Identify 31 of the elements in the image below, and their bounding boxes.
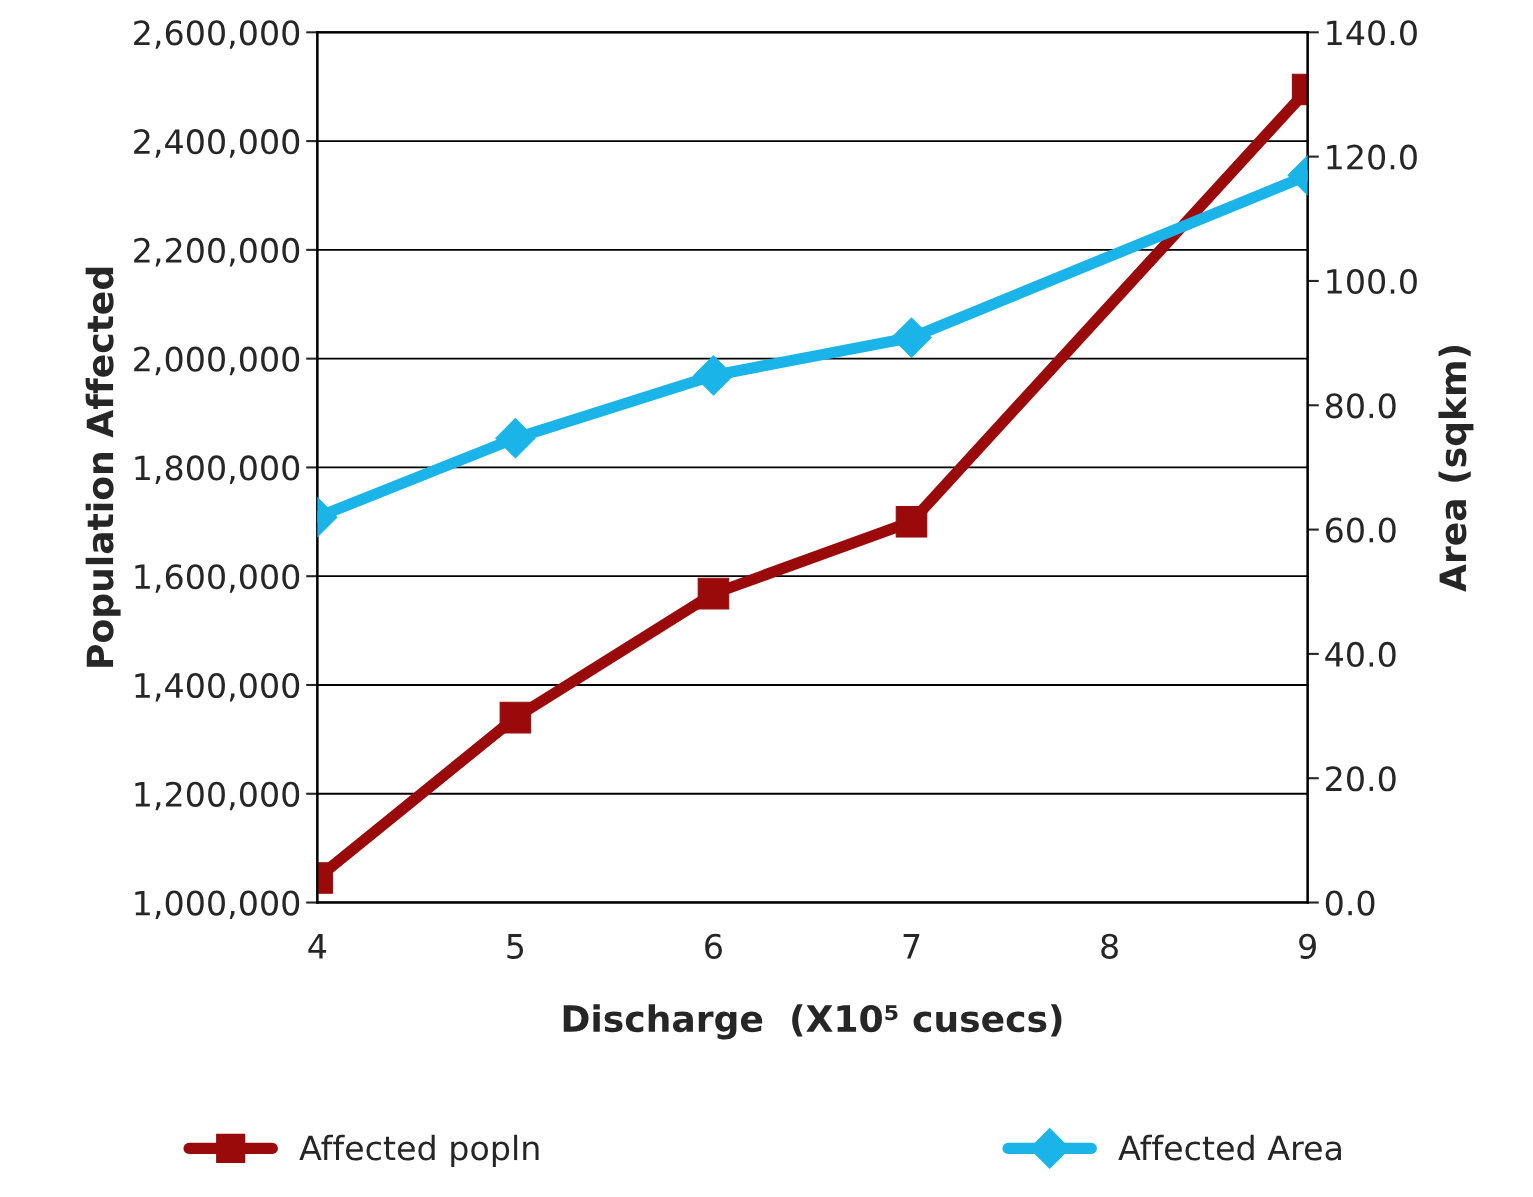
point: [891, 317, 932, 358]
x-tick-label: 5: [507, 934, 524, 959]
y2-tick-label: 60.0: [1325, 517, 1396, 543]
y2-tick-label: 40.0: [1325, 641, 1396, 668]
x-tick-label: 6: [705, 933, 722, 959]
y2-tick-label: 100.0: [1327, 268, 1417, 295]
y2-tick-label: 80.0: [1325, 393, 1396, 419]
y-tick-label: 2,400,000: [134, 129, 300, 158]
point: [495, 418, 536, 459]
y-tick-label: 2,600,000: [134, 20, 300, 49]
y2-axis-title: Area (sqkm): [1438, 345, 1474, 592]
y-tick-label: 1,000,000: [135, 890, 300, 920]
x-tick-label: 4: [308, 934, 327, 959]
y-tick-label: 1,400,000: [135, 672, 300, 702]
y-tick-label: 1,200,000: [135, 781, 300, 811]
legend-label: Affected popln: [299, 1134, 539, 1167]
x-tick-label: 7: [903, 934, 920, 959]
y-tick-label: 2,200,000: [134, 237, 300, 267]
legend-label: Affected Area: [1118, 1134, 1341, 1161]
y2-tick-label: 0.0: [1325, 890, 1375, 916]
y2-tick-label: 140.0: [1327, 20, 1417, 46]
x-axis-title: Discharge (X10⁵ cusecs): [563, 1004, 1062, 1040]
x-tick-label: 8: [1101, 933, 1118, 959]
point: [693, 355, 734, 396]
y-tick-label: 1,800,000: [135, 455, 300, 484]
y-axis-title: Population Affected: [85, 267, 121, 667]
y2-tick-label: 120.0: [1327, 144, 1417, 170]
y-tick-label: 1,600,000: [135, 564, 300, 593]
x-tick-label: 9: [1299, 933, 1316, 959]
y-tick-label: 2,000,000: [134, 346, 300, 376]
y2-tick-label: 20.0: [1326, 766, 1396, 792]
